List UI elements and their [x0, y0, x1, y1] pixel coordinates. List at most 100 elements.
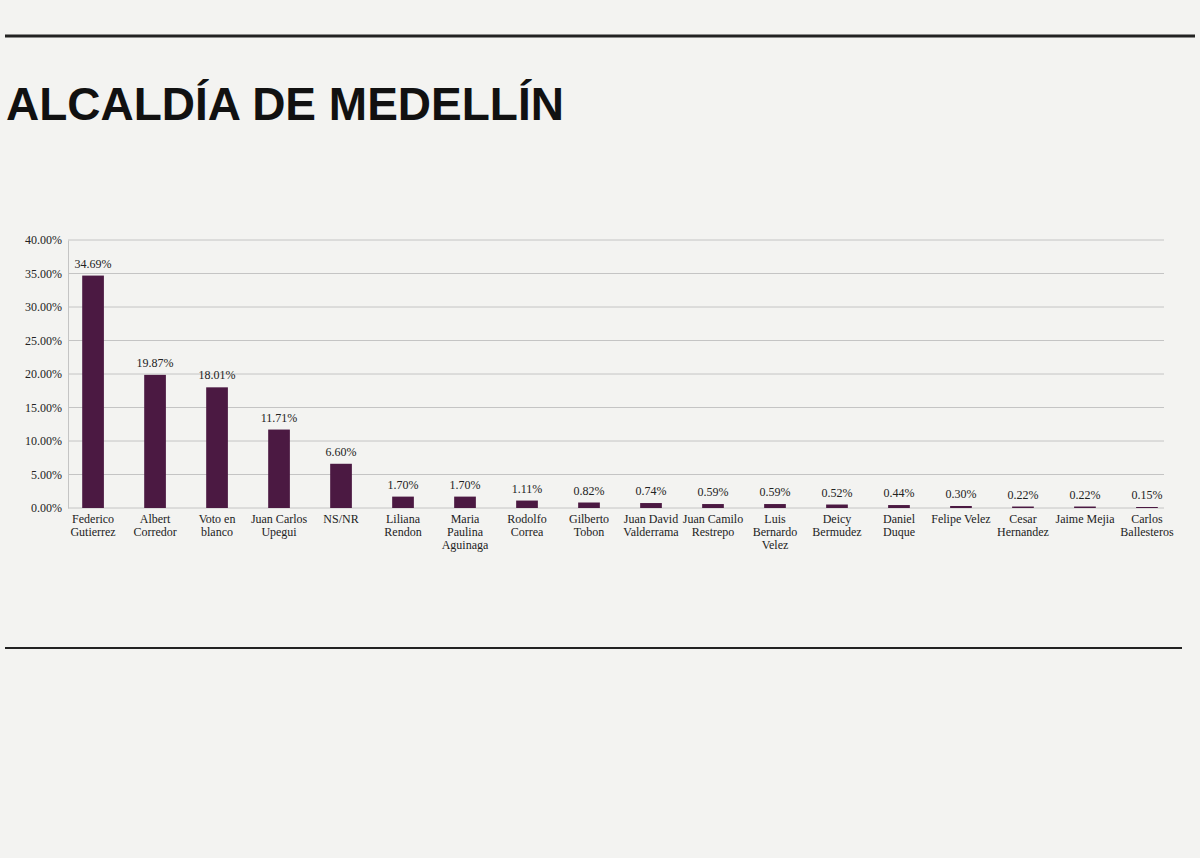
x-tick: Juan CarlosUpegui: [251, 508, 308, 539]
y-tick: 25.00%: [25, 334, 68, 348]
y-tick: 10.00%: [25, 434, 68, 448]
x-tick: LilianaRendon: [384, 508, 421, 539]
y-tick-label: 10.00%: [25, 434, 62, 448]
x-tick: Felipe Velez: [931, 508, 990, 526]
x-tick-label-line: Tobon: [574, 525, 605, 539]
x-tick-label: Voto enblanco: [199, 512, 236, 539]
y-tick: 20.00%: [25, 367, 68, 381]
x-tick-label-line: Albert: [140, 512, 171, 526]
data-label: 0.59%: [759, 485, 790, 499]
data-label: 0.30%: [945, 487, 976, 501]
x-tick-label: MariaPaulinaAguinaga: [442, 512, 489, 552]
x-tick-label-line: Felipe Velez: [931, 512, 990, 526]
bottom-rule: [5, 647, 1182, 649]
grid-line: [68, 407, 1164, 408]
x-tick-label: RodolfoCorrea: [507, 512, 546, 539]
x-tick-label-line: Paulina: [447, 525, 484, 539]
y-tick-label: 15.00%: [25, 401, 62, 415]
x-tick-label-line: Ballesteros: [1120, 525, 1174, 539]
y-tick-label: 25.00%: [25, 334, 62, 348]
bar: [764, 504, 786, 508]
x-tick-label-line: Maria: [451, 512, 480, 526]
x-tick: DeicyBermudez: [812, 508, 861, 539]
bar: [82, 276, 104, 508]
data-label: 11.71%: [261, 411, 298, 425]
bar: [144, 375, 166, 508]
x-tick: Jaime Mejia: [1055, 508, 1115, 526]
data-label: 0.44%: [883, 486, 914, 500]
x-tick-label-line: Correa: [511, 525, 544, 539]
x-tick: DanielDuque: [883, 508, 916, 539]
data-label: 34.69%: [75, 257, 112, 271]
x-tick-label: CesarHernandez: [997, 512, 1049, 539]
data-label: 19.87%: [137, 356, 174, 370]
bar: [702, 504, 724, 508]
data-label: 0.22%: [1007, 488, 1038, 502]
x-tick-label-line: Gilberto: [569, 512, 609, 526]
x-tick-label: Jaime Mejia: [1055, 512, 1115, 526]
x-tick-label-line: Rendon: [384, 525, 421, 539]
x-tick-label-line: Jaime Mejia: [1055, 512, 1115, 526]
bar: [826, 505, 848, 508]
data-label: 1.70%: [450, 478, 481, 492]
x-tick-label-line: Juan Carlos: [251, 512, 308, 526]
x-tick: LuisBernardoVelez: [753, 508, 798, 552]
y-axis-line: [68, 241, 69, 509]
x-tick: MariaPaulinaAguinaga: [442, 508, 489, 552]
x-tick-label: Juan DavidValderrama: [623, 512, 679, 539]
grid-line: [68, 307, 1164, 308]
grid-line: [68, 508, 1164, 509]
x-tick: NS/NR: [323, 508, 358, 526]
x-tick-label-line: Daniel: [883, 512, 916, 526]
bar: [268, 430, 290, 508]
bar: [950, 506, 972, 508]
bars: [82, 276, 1158, 508]
x-tick: CesarHernandez: [997, 508, 1049, 539]
y-tick-label: 5.00%: [31, 468, 62, 482]
x-tick-label-line: NS/NR: [323, 512, 358, 526]
x-tick-label-line: Valderrama: [623, 525, 679, 539]
bar: [578, 503, 600, 508]
data-label: 6.60%: [326, 445, 357, 459]
y-tick: 15.00%: [25, 401, 68, 415]
x-tick-label-line: Liliana: [386, 512, 421, 526]
x-tick-label: CarlosBallesteros: [1120, 512, 1174, 539]
x-tick: CarlosBallesteros: [1120, 508, 1174, 539]
grid-line: [68, 240, 1164, 241]
x-tick-label: NS/NR: [323, 512, 358, 526]
x-tick: AlbertCorredor: [133, 508, 176, 539]
grid-line: [68, 273, 1164, 274]
data-labels: 34.69%19.87%18.01%11.71%6.60%1.70%1.70%1…: [75, 257, 1163, 502]
x-tick-label-line: Gutierrez: [70, 525, 115, 539]
y-tick: 5.00%: [31, 468, 68, 482]
y-tick-label: 30.00%: [25, 300, 62, 314]
x-tick-label: GilbertoTobon: [569, 512, 609, 539]
y-tick-label: 0.00%: [31, 501, 62, 515]
x-tick-label-line: Bernardo: [753, 525, 798, 539]
bar: [454, 497, 476, 508]
bar: [1012, 507, 1034, 508]
x-tick-label-line: Carlos: [1131, 512, 1163, 526]
bar: [392, 497, 414, 508]
y-tick: 30.00%: [25, 300, 68, 314]
x-tick-label-line: Duque: [883, 525, 915, 539]
x-tick-label-line: Juan Camilo: [683, 512, 743, 526]
x-tick-label-line: Juan David: [624, 512, 678, 526]
data-label: 1.11%: [512, 482, 543, 496]
x-tick: Juan CamiloRestrepo: [683, 508, 743, 539]
x-tick-label-line: blanco: [201, 525, 233, 539]
bar: [1074, 507, 1096, 508]
grid-line: [68, 441, 1164, 442]
bar: [516, 501, 538, 508]
data-label: 0.52%: [821, 486, 852, 500]
bar: [888, 505, 910, 508]
x-tick-label-line: Upegui: [261, 525, 297, 539]
x-tick-label: Juan CamiloRestrepo: [683, 512, 743, 539]
title: ALCALDÍA DE MEDELLÍN: [6, 78, 564, 130]
x-tick-label: AlbertCorredor: [133, 512, 176, 539]
x-tick: FedericoGutierrez: [70, 508, 115, 539]
x-tick-label: Felipe Velez: [931, 512, 990, 526]
x-tick: RodolfoCorrea: [507, 508, 546, 539]
x-tick-label-line: Voto en: [199, 512, 236, 526]
x-tick-label-line: Federico: [72, 512, 114, 526]
